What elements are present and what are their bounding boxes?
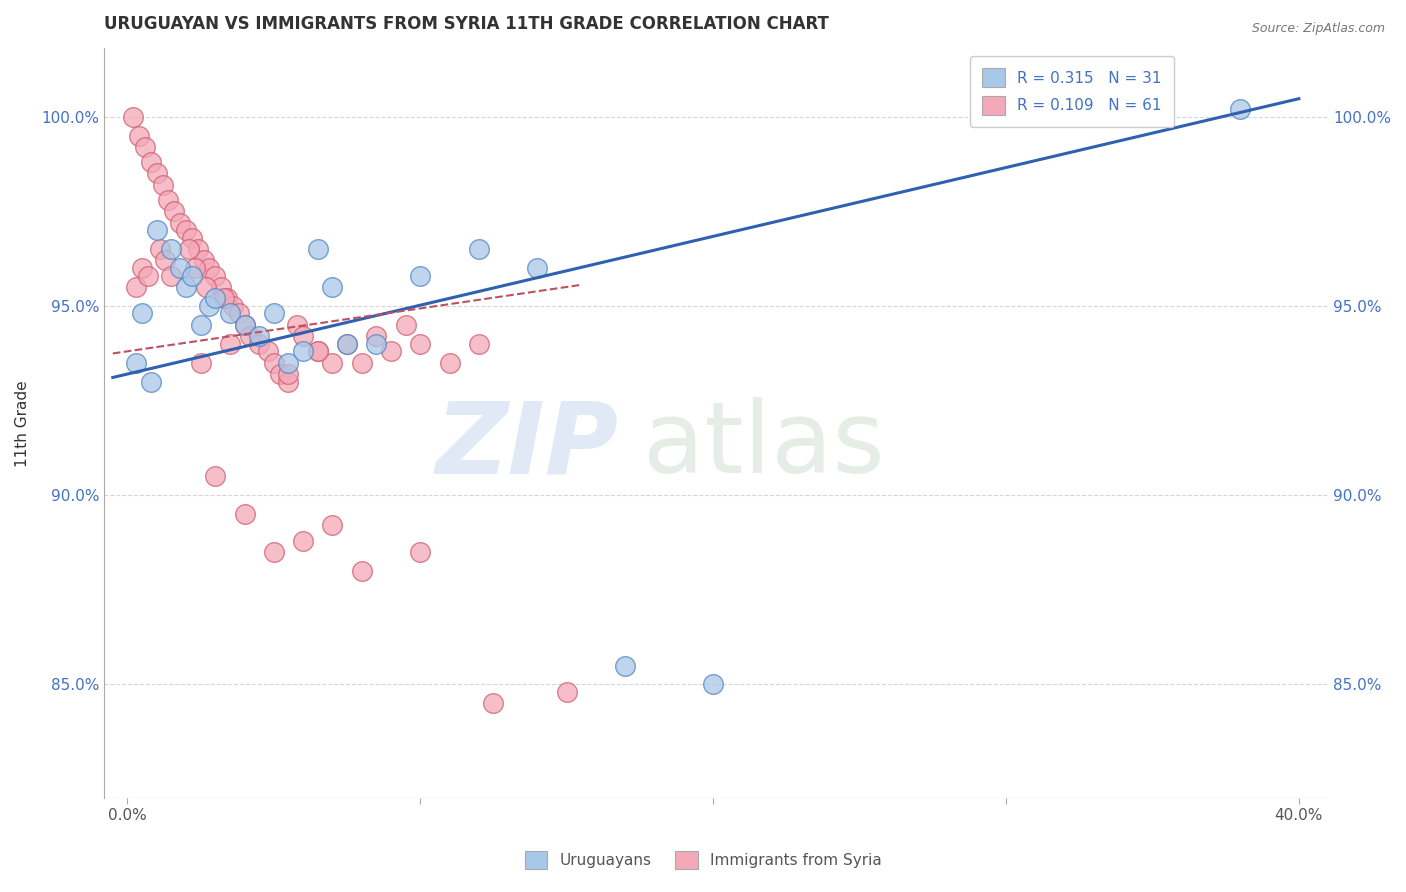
Point <box>145 166 167 180</box>
Point <box>215 291 238 305</box>
Point <box>482 697 505 711</box>
Point <box>1229 102 1251 116</box>
Text: atlas: atlas <box>643 397 884 494</box>
Point <box>526 260 548 275</box>
Point <box>336 336 359 351</box>
Y-axis label: 11th Grade: 11th Grade <box>15 380 30 467</box>
Point <box>269 367 291 381</box>
Point <box>321 356 343 370</box>
Point <box>139 375 162 389</box>
Point <box>263 356 285 370</box>
Point <box>125 280 148 294</box>
Point <box>380 344 402 359</box>
Point <box>131 306 153 320</box>
Point <box>198 299 221 313</box>
Point <box>190 318 212 332</box>
Legend: Uruguayans, Immigrants from Syria: Uruguayans, Immigrants from Syria <box>519 845 887 875</box>
Point <box>190 356 212 370</box>
Point <box>307 242 329 256</box>
Point <box>198 260 221 275</box>
Point <box>614 658 637 673</box>
Point <box>149 242 172 256</box>
Point <box>702 677 724 691</box>
Point <box>219 336 242 351</box>
Point <box>180 231 202 245</box>
Point <box>122 110 145 124</box>
Point <box>136 268 159 283</box>
Point <box>277 356 299 370</box>
Point <box>409 545 432 559</box>
Point <box>131 260 153 275</box>
Point <box>307 344 329 359</box>
Point <box>139 155 162 169</box>
Point <box>187 242 209 256</box>
Point <box>195 280 218 294</box>
Point <box>307 344 329 359</box>
Point <box>184 260 207 275</box>
Point <box>366 329 388 343</box>
Point <box>222 299 245 313</box>
Point <box>212 291 235 305</box>
Point <box>193 253 215 268</box>
Point <box>152 178 174 192</box>
Point <box>321 280 343 294</box>
Point <box>219 306 242 320</box>
Point <box>174 223 197 237</box>
Point <box>233 318 256 332</box>
Point <box>209 280 232 294</box>
Point <box>336 336 359 351</box>
Point <box>439 356 461 370</box>
Point <box>263 545 285 559</box>
Text: URUGUAYAN VS IMMIGRANTS FROM SYRIA 11TH GRADE CORRELATION CHART: URUGUAYAN VS IMMIGRANTS FROM SYRIA 11TH … <box>104 15 830 33</box>
Point <box>157 193 180 207</box>
Point <box>292 533 315 548</box>
Point <box>285 318 308 332</box>
Point <box>145 223 167 237</box>
Point <box>233 318 256 332</box>
Point <box>180 268 202 283</box>
Point <box>350 356 373 370</box>
Point <box>350 564 373 578</box>
Point <box>468 242 491 256</box>
Point <box>247 336 270 351</box>
Point <box>366 336 388 351</box>
Point <box>169 260 191 275</box>
Point <box>409 268 432 283</box>
Point <box>169 216 191 230</box>
Point <box>174 280 197 294</box>
Point <box>468 336 491 351</box>
Point <box>277 367 299 381</box>
Point <box>239 329 262 343</box>
Text: ZIP: ZIP <box>434 397 619 494</box>
Point <box>134 140 156 154</box>
Point <box>247 329 270 343</box>
Point <box>257 344 280 359</box>
Point <box>228 306 250 320</box>
Point <box>177 242 200 256</box>
Text: Source: ZipAtlas.com: Source: ZipAtlas.com <box>1251 22 1385 36</box>
Point <box>321 518 343 533</box>
Point <box>263 306 285 320</box>
Point <box>233 507 256 521</box>
Point <box>160 268 183 283</box>
Point <box>292 329 315 343</box>
Point <box>555 685 578 699</box>
Legend: R = 0.315   N = 31, R = 0.109   N = 61: R = 0.315 N = 31, R = 0.109 N = 61 <box>970 56 1174 127</box>
Point <box>163 204 186 219</box>
Point <box>125 356 148 370</box>
Point <box>160 242 183 256</box>
Point <box>128 128 150 143</box>
Point <box>204 268 226 283</box>
Point <box>204 469 226 483</box>
Point <box>292 344 315 359</box>
Point <box>155 253 177 268</box>
Point <box>409 336 432 351</box>
Point <box>204 291 226 305</box>
Point <box>394 318 416 332</box>
Point <box>277 375 299 389</box>
